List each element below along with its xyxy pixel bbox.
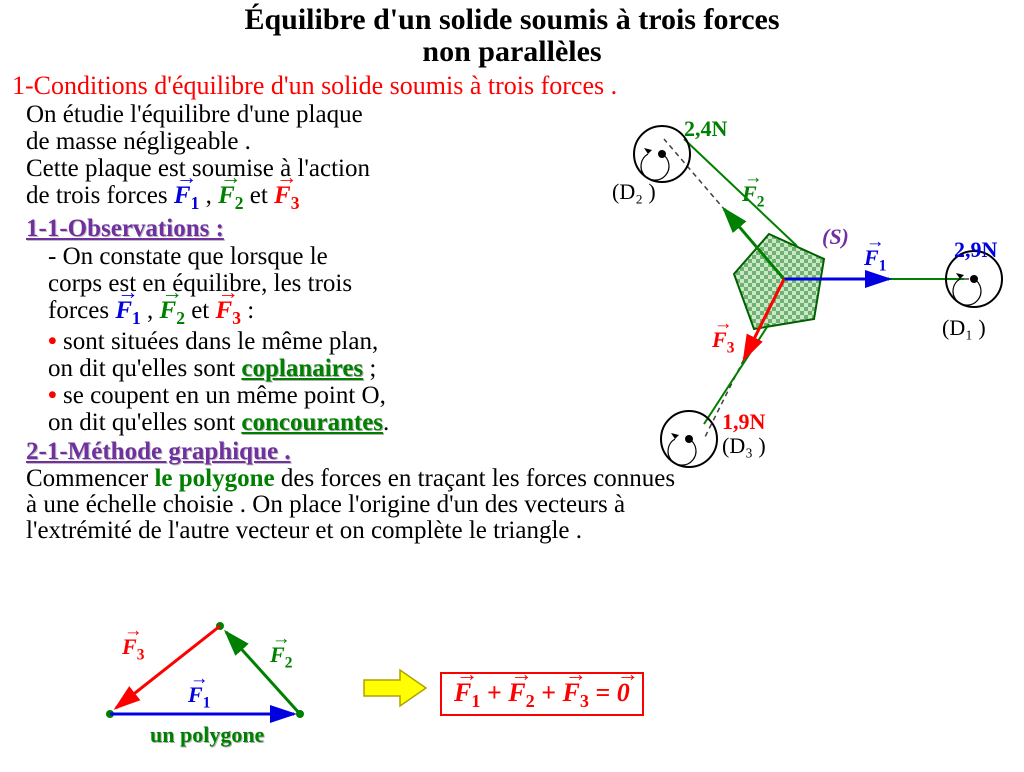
label-F2: F2 — [742, 181, 764, 211]
heading-1: 1-Conditions d'équilibre d'un solide sou… — [12, 71, 1012, 101]
label-F1: F1 — [864, 245, 886, 275]
tri-label-F2: F2 — [270, 642, 292, 672]
polygon-caption: un polygone — [150, 722, 264, 748]
label-F3: F3 — [712, 327, 734, 357]
dynamometer-d2 — [634, 126, 690, 182]
label-v1: 2,9N — [954, 237, 997, 263]
label-v3: 1,9N — [722, 409, 765, 435]
label-v2: 2,4N — [684, 116, 727, 142]
observation-1: - On constate que lorsque le corps est e… — [48, 243, 548, 436]
title-line-2: non parallèles — [422, 35, 601, 68]
paragraph-2: Cette plaque est soumise à l'action de t… — [26, 155, 546, 213]
force-diagram-svg — [544, 119, 1014, 479]
page-title: Équilibre d'un solide soumis à trois for… — [0, 4, 1024, 67]
dynamometer-d3 — [661, 411, 717, 467]
vector-sum-equation: F1 + F2 + F3 = 0 — [440, 672, 644, 716]
force-diagram: (S) F1 F2 F3 2,9N 2,4N 1,9N (D₁ ) (D₂ ) … — [544, 119, 1014, 479]
paragraph-1: On étudie l'équilibre d'une plaque de ma… — [26, 101, 546, 155]
label-D3: (D₃ ) — [722, 433, 766, 459]
label-S: (S) — [822, 224, 849, 250]
label-D1: (D₁ ) — [942, 315, 986, 341]
arrow-right-icon — [360, 666, 430, 710]
label-D2: (D₂ ) — [612, 179, 656, 205]
tri-label-F1: F1 — [188, 682, 210, 712]
tri-label-F3: F3 — [122, 634, 144, 664]
polygon-figure: F1 F2 F3 un polygone — [70, 614, 350, 754]
title-line-1: Équilibre d'un solide soumis à trois for… — [244, 3, 779, 36]
